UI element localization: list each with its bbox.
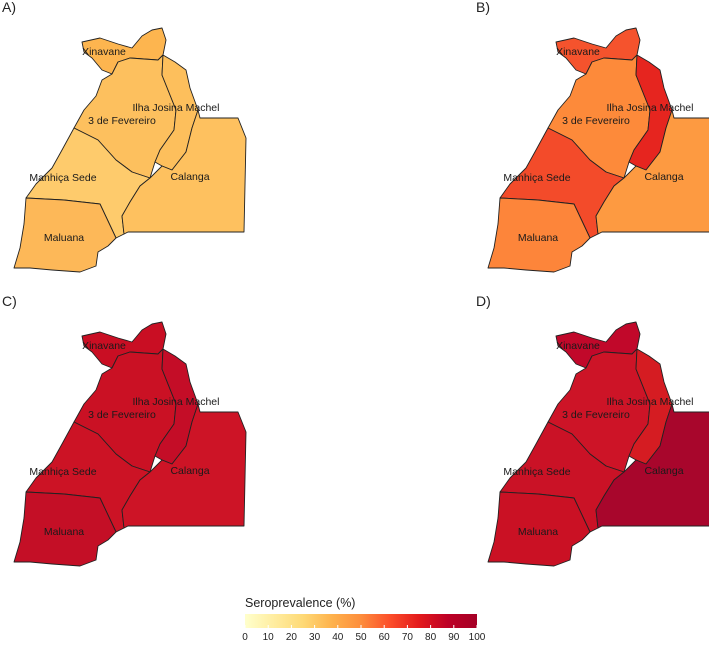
- region-label-maluana: Maluana: [518, 526, 558, 538]
- legend-tick-label: 90: [448, 632, 460, 643]
- region-maluana: [487, 197, 591, 273]
- legend-tick-label: 20: [286, 632, 298, 643]
- panel-label: C): [2, 293, 17, 309]
- region-label-maluana: Maluana: [44, 526, 84, 538]
- panel-label: B): [476, 0, 490, 15]
- legend-tick-label: 70: [402, 632, 414, 643]
- legend-tick-label: 80: [425, 632, 437, 643]
- legend: Seroprevalence (%) 0 10 20 30 40 50 60 70 80 90 10…: [242, 596, 486, 643]
- region-label-xinavane: Xinavane: [82, 46, 126, 58]
- region-label-xinavane: Xinavane: [556, 340, 600, 352]
- panel-label: D): [476, 293, 491, 309]
- legend-tick-label: 100: [469, 632, 486, 643]
- region-label-xinavane: Xinavane: [82, 340, 126, 352]
- region-calanga: [121, 403, 247, 529]
- legend-tick-label: 50: [355, 632, 367, 643]
- legend-tick-label: 40: [332, 632, 344, 643]
- legend-tick-label: 30: [309, 632, 321, 643]
- region-label-ilha: Ilha Josina Machel: [607, 102, 694, 114]
- region-label-manhica: Manhiça Sede: [503, 466, 570, 478]
- region-label-fevereiro: 3 de Fevereiro: [88, 409, 156, 421]
- region-maluana: [13, 491, 117, 567]
- region-calanga: [121, 109, 247, 235]
- region-maluana: [487, 491, 591, 567]
- region-calanga: [595, 403, 709, 529]
- region-label-fevereiro: 3 de Fevereiro: [88, 115, 156, 127]
- region-label-calanga: Calanga: [644, 465, 683, 477]
- region-label-ilha: Ilha Josina Machel: [133, 396, 220, 408]
- region-label-ilha: Ilha Josina Machel: [133, 102, 220, 114]
- legend-colorbar: [245, 614, 477, 628]
- region-label-manhica: Manhiça Sede: [29, 172, 96, 184]
- region-calanga: [595, 109, 709, 235]
- region-label-ilha: Ilha Josina Machel: [607, 396, 694, 408]
- legend-ticks: 0 10 20 30 40 50 60 70 80 90 100: [242, 625, 486, 643]
- region-label-maluana: Maluana: [518, 232, 558, 244]
- region-label-manhica: Manhiça Sede: [503, 172, 570, 184]
- region-label-maluana: Maluana: [44, 232, 84, 244]
- region-label-calanga: Calanga: [170, 465, 209, 477]
- region-label-fevereiro: 3 de Fevereiro: [562, 409, 630, 421]
- legend-tick-label: 10: [263, 632, 275, 643]
- region-maluana: [13, 197, 117, 273]
- region-label-fevereiro: 3 de Fevereiro: [562, 115, 630, 127]
- region-label-xinavane: Xinavane: [556, 46, 600, 58]
- region-label-calanga: Calanga: [644, 171, 683, 183]
- legend-title: Seroprevalence (%): [245, 596, 355, 610]
- legend-tick-label: 60: [379, 632, 391, 643]
- region-label-calanga: Calanga: [170, 171, 209, 183]
- region-label-manhica: Manhiça Sede: [29, 466, 96, 478]
- panel-label: A): [2, 0, 16, 15]
- legend-tick-label: 0: [242, 632, 248, 643]
